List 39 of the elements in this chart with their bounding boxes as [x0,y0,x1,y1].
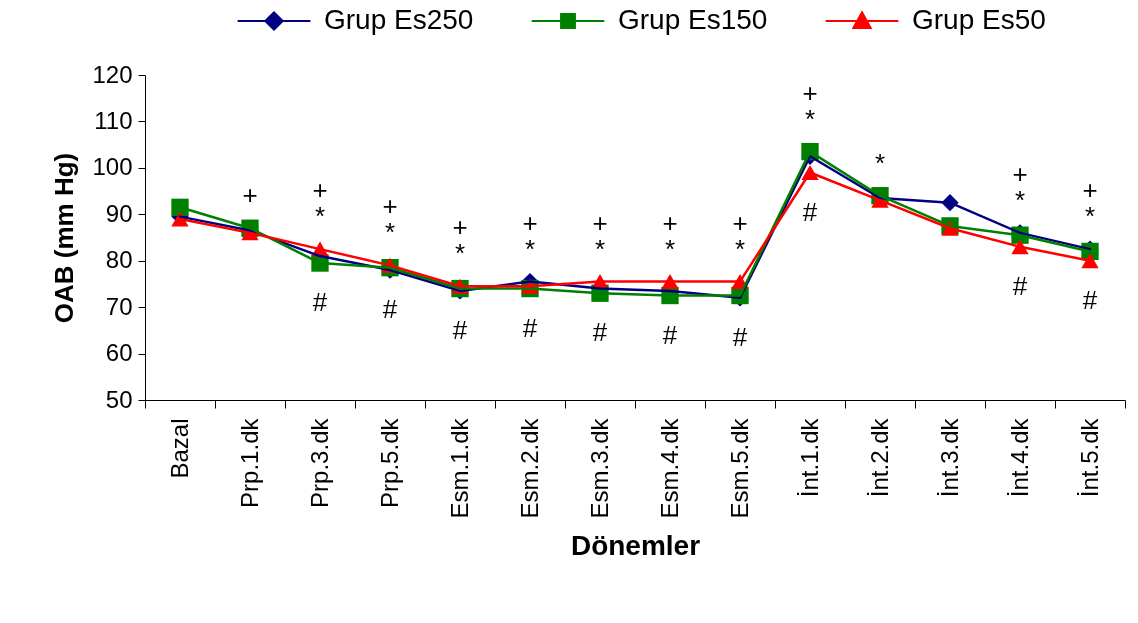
x-tick-label: Esm.2.dk [515,417,543,519]
x-tick-label: Esm.3.dk [585,417,613,519]
legend-label: Grup Es150 [618,4,768,35]
y-tick-label: 70 [105,292,133,320]
y-tick-label: 110 [94,106,133,134]
annotation: # [732,321,748,352]
annotation: # [1012,270,1028,301]
x-tick-label: İnt.5.dk [1075,417,1103,498]
y-tick-label: 100 [92,153,133,181]
x-tick-label: İnt.2.dk [865,417,893,498]
x-tick-label: İnt.3.dk [935,417,963,498]
legend-label: Grup Es250 [324,4,474,35]
y-tick-label: 50 [105,385,133,413]
x-tick-label: Esm.4.dk [655,417,683,519]
annotation: # [592,317,608,348]
y-axis-title: OAB (mm Hg) [49,152,80,324]
x-tick-label: Prp.5.dk [375,417,403,508]
annotation: # [382,294,398,324]
annotation: # [312,287,328,318]
annotation: # [802,196,818,227]
legend-label: Grup Es50 [912,4,1046,35]
x-tick-label: İnt.4.dk [1005,417,1033,498]
x-tick-label: İnt.1.dk [795,417,823,498]
annotation: # [662,319,678,350]
annotation: * [874,147,886,178]
x-tick-label: Prp.1.dk [235,417,263,508]
annotation: # [452,314,468,345]
x-axis-title: Dönemler [570,529,701,561]
x-tick-label: Prp.3.dk [305,417,333,508]
x-tick-label: Bazal [165,418,193,479]
annotation: # [522,312,538,343]
annotation: + [242,180,258,211]
x-tick-label: Esm.5.dk [725,417,753,519]
y-tick-label: 80 [105,246,133,274]
y-tick-label: 60 [105,339,133,367]
annotation: # [1082,284,1098,315]
x-tick-label: Esm.1.dk [445,417,473,519]
y-tick-label: 90 [105,199,133,227]
y-tick-label: 120 [92,60,133,88]
